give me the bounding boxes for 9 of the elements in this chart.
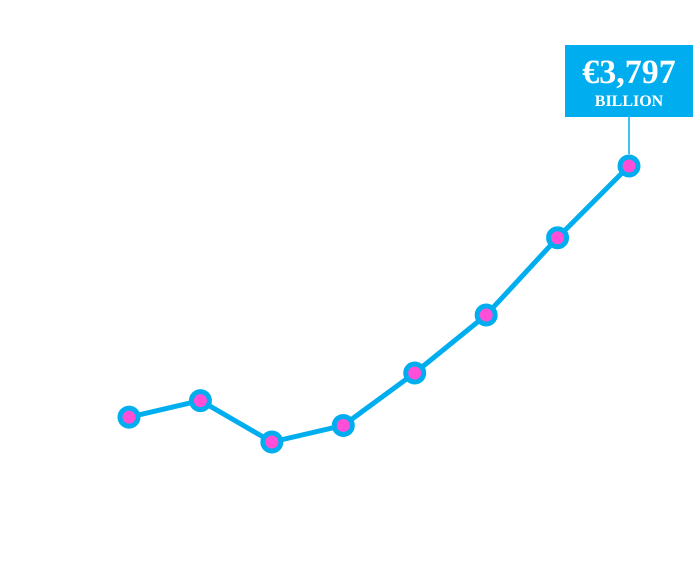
point: [260, 430, 284, 454]
point: [403, 362, 426, 384]
point: [188, 389, 212, 412]
point: [546, 226, 570, 250]
point: [618, 154, 640, 178]
point: [474, 304, 498, 327]
point: [118, 406, 140, 429]
point: [332, 414, 355, 437]
text: €3,797 BILLION: [582, 54, 676, 110]
